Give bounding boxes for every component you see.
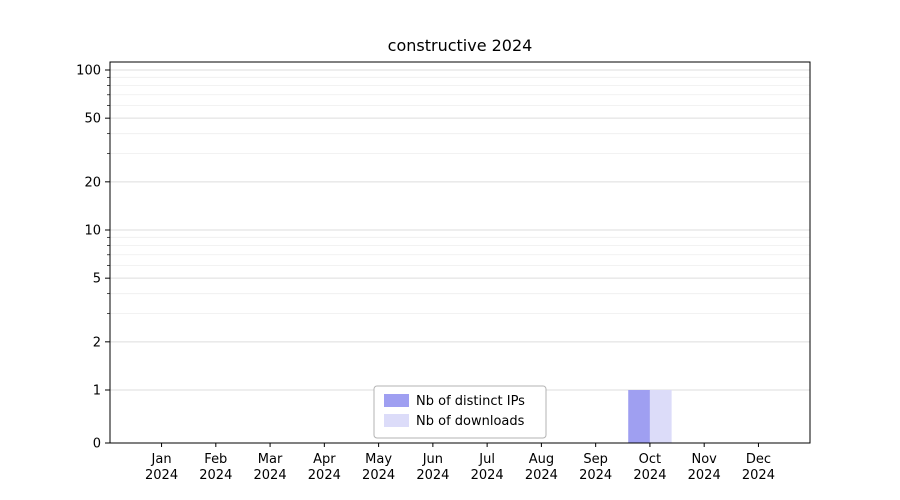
- legend-box: [373, 385, 547, 439]
- y-tick-label-50: 50: [84, 112, 101, 127]
- x-tick-label-sep-2024-month: Sep: [583, 452, 608, 467]
- x-tick-label-dec-2024-year: 2024: [742, 468, 775, 483]
- x-tick-label-nov-2024-year: 2024: [688, 468, 721, 483]
- x-tick-label-aug-2024-month: Aug: [529, 452, 554, 467]
- x-tick-label-oct-2024-year: 2024: [633, 468, 666, 483]
- x-tick-label-mar-2024-month: Mar: [258, 452, 283, 467]
- legend: Nb of distinct IPs Nb of downloads: [373, 385, 547, 439]
- chart-title: constructive 2024: [388, 36, 533, 55]
- legend-swatch-nb-of-distinct-ips: [384, 394, 409, 407]
- legend-label-nb-of-distinct-ips: Nb of distinct IPs: [416, 394, 525, 409]
- y-tick-label-10: 10: [84, 224, 101, 239]
- x-tick-label-jul-2024-month: Jul: [478, 452, 495, 467]
- y-tick-label-20: 20: [84, 175, 101, 190]
- y-tick-label-100: 100: [76, 64, 101, 79]
- bar-nb-of-downloads-oct-2024: [649, 390, 672, 443]
- y-tick-label-1: 1: [93, 384, 101, 399]
- x-tick-label-jan-2024-month: Jan: [151, 452, 172, 467]
- x-tick-label-dec-2024-month: Dec: [746, 452, 771, 467]
- x-tick-label-apr-2024-month: Apr: [313, 452, 336, 467]
- x-tick-label-jul-2024-year: 2024: [471, 468, 504, 483]
- y-tick-label-0: 0: [93, 437, 101, 452]
- legend-swatch-nb-of-downloads: [384, 414, 409, 427]
- x-tick-label-may-2024-month: May: [365, 452, 392, 467]
- y-tick-label-5: 5: [93, 272, 101, 287]
- x-tick-label-jun-2024-month: Jun: [422, 452, 443, 467]
- x-tick-label-nov-2024-month: Nov: [691, 452, 717, 467]
- x-tick-label-feb-2024-year: 2024: [199, 468, 232, 483]
- x-tick-label-aug-2024-year: 2024: [525, 468, 558, 483]
- x-tick-label-oct-2024-month: Oct: [639, 452, 661, 467]
- legend-label-nb-of-downloads: Nb of downloads: [416, 414, 525, 429]
- x-tick-label-jan-2024-year: 2024: [145, 468, 178, 483]
- x-tick-label-feb-2024-month: Feb: [204, 452, 227, 467]
- x-tick-label-may-2024-year: 2024: [362, 468, 395, 483]
- x-tick-label-apr-2024-year: 2024: [308, 468, 341, 483]
- y-tick-label-2: 2: [93, 335, 101, 350]
- plot-border: [109, 61, 811, 444]
- bar-nb-of-distinct-ips-oct-2024: [628, 390, 650, 443]
- x-tick-label-mar-2024-year: 2024: [254, 468, 287, 483]
- x-tick-label-jun-2024-year: 2024: [416, 468, 449, 483]
- x-tick-label-sep-2024-year: 2024: [579, 468, 612, 483]
